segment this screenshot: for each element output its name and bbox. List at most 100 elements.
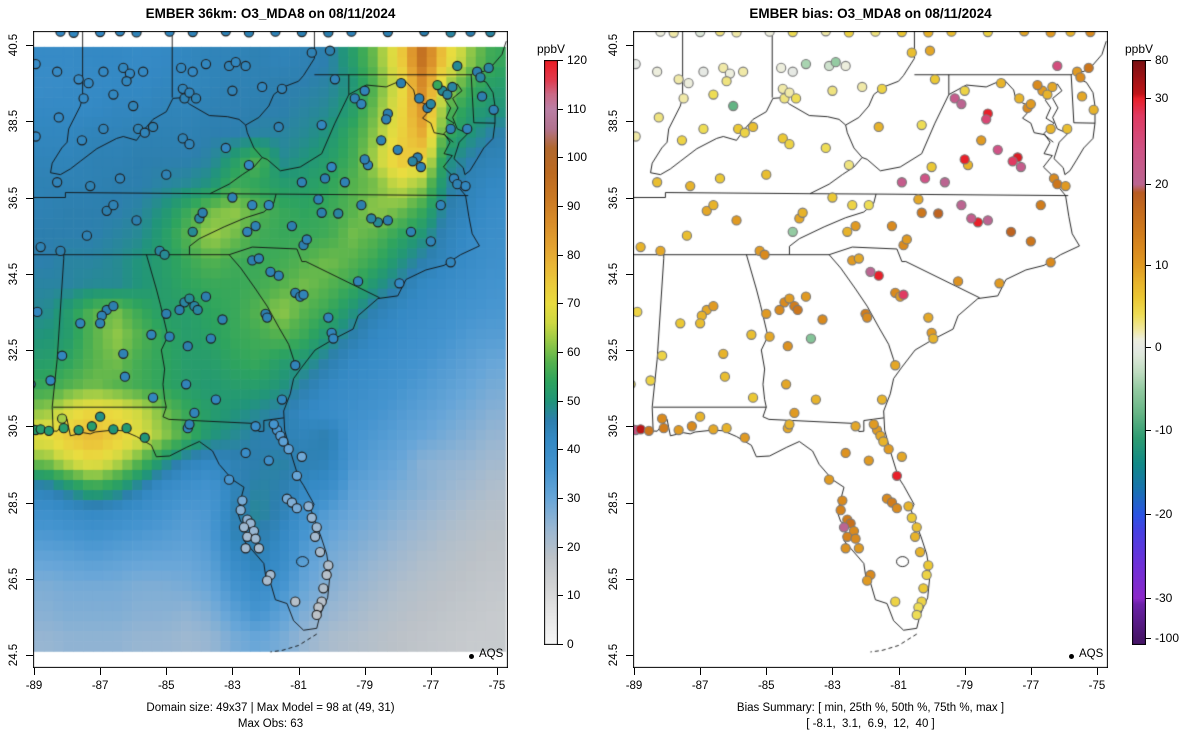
colorbar-tick-label: 110 [567,101,587,116]
model-colorbar [544,60,558,645]
y-axis-tick [626,655,633,656]
left-caption-line2: Max Obs: 63 [237,718,304,730]
colorbar-tick-label: 30 [1155,91,1169,105]
y-tick-label: 26.5 [8,567,20,590]
aqs-marker-dot-icon [1069,654,1074,659]
x-axis-tick [364,668,366,675]
y-axis-tick [626,502,633,504]
y-axis-tick [26,350,33,351]
colorbar-tick [558,546,563,548]
colorbar-tick-label: -20 [1155,507,1173,521]
y-tick-label: 40.5 [8,33,20,57]
y-tick-label: 28.5 [608,491,620,514]
colorbar-tick [1146,347,1151,348]
x-axis-tick [898,668,900,675]
colorbar-tick [558,108,563,110]
x-axis-tick [832,668,834,675]
colorbar-tick-label: 90 [567,199,581,213]
right-caption-line2: [ -8.1, 3.1, 6.9, 12, 40 ] [806,718,935,730]
colorbar-tick-label: 20 [567,539,581,554]
y-axis-tick [26,502,33,504]
x-tick-label: -75 [1088,680,1106,692]
x-tick-label: -89 [625,680,643,692]
y-tick-label: 32.5 [8,338,20,362]
bias-colorbar-unit: ppbV [1124,42,1154,56]
x-axis-tick [100,668,102,675]
x-tick-label: -77 [422,680,440,692]
x-tick-label: -89 [25,680,43,692]
y-axis-tick [626,273,633,275]
x-axis-tick [430,668,432,675]
x-tick-label: -85 [757,680,775,692]
x-axis-tick [166,668,168,675]
colorbar-tick-label: 0 [1155,340,1162,354]
colorbar-tick [1146,184,1151,185]
left-panel-title: EMBER 36km: O3_MDA8 on 08/11/2024 [145,6,396,21]
x-axis-tick [298,668,300,675]
colorbar-tick [558,595,563,597]
colorbar-tick-label: 70 [567,296,581,311]
colorbar-tick [558,157,563,159]
y-tick-label: 30.5 [8,415,20,438]
colorbar-tick [1146,638,1151,639]
x-axis-tick [1030,668,1032,675]
x-axis-tick [232,668,234,675]
colorbar-tick-label: 60 [567,345,581,359]
colorbar-tick [1146,60,1151,61]
left-aqs-legend-label: AQS [479,648,504,660]
colorbar-tick [558,400,563,402]
y-axis-tick [626,197,633,199]
colorbar-tick-label: 40 [567,442,581,457]
y-tick-label: 36.5 [608,186,620,209]
colorbar-tick [1146,98,1151,99]
y-tick-label: 24.5 [608,643,620,667]
y-tick-label: 32.5 [608,338,620,362]
right-caption-line1: Bias Summary: [ min, 25th %, 50th %, 75t… [736,702,1005,714]
y-axis-tick [26,45,33,46]
colorbar-tick [1146,430,1151,431]
x-tick-label: -81 [890,680,907,692]
colorbar-tick-label: 10 [1155,258,1169,272]
left-caption-line1: Domain size: 49x37 | Max Model = 98 at (… [146,702,395,714]
y-tick-label: 28.5 [8,491,20,514]
bias-colorbar [1132,60,1146,645]
x-tick-label: -83 [824,680,841,692]
y-tick-label: 24.5 [8,643,20,667]
right-aqs-legend-label: AQS [1079,648,1104,660]
y-axis-tick [26,273,33,275]
y-tick-label: 34.5 [608,262,620,285]
right-panel-title: EMBER bias: O3_MDA8 on 08/11/2024 [749,6,992,21]
x-axis-tick [634,668,635,675]
x-tick-label: -75 [488,680,506,692]
colorbar-tick [558,60,563,61]
x-tick-label: -81 [290,680,307,692]
colorbar-tick-label: 50 [567,393,581,408]
y-axis-tick [26,655,33,656]
colorbar-tick-label: 80 [1155,53,1169,67]
colorbar-tick-label: 100 [567,150,588,165]
y-tick-label: 26.5 [608,567,620,590]
x-tick-label: -77 [1022,680,1040,692]
colorbar-tick [558,449,563,451]
colorbar-tick [1146,598,1151,599]
x-tick-label: -79 [956,680,973,692]
model-map-canvas [33,31,508,668]
y-tick-label: 38.5 [8,110,20,133]
x-axis-tick [1096,668,1098,675]
y-tick-label: 34.5 [8,262,20,285]
colorbar-tick [558,498,563,499]
colorbar-tick-label: 120 [567,53,588,67]
x-tick-label: -87 [691,680,709,692]
colorbar-tick [558,303,563,305]
colorbar-tick-label: 30 [567,491,581,505]
model-colorbar-unit: ppbV [536,42,566,56]
x-tick-label: -85 [157,680,175,692]
y-axis-tick [626,45,633,46]
colorbar-tick [558,206,563,207]
x-axis-tick [700,668,702,675]
y-axis-tick [626,350,633,351]
y-axis-tick [26,426,33,428]
colorbar-tick-label: 10 [567,588,581,603]
x-tick-label: -87 [91,680,109,692]
